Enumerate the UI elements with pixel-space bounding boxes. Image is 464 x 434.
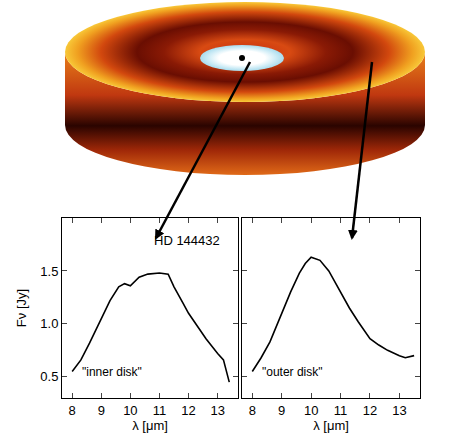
svg-text:Fν [Jy]: Fν [Jy] bbox=[14, 289, 29, 327]
svg-text:λ [μm]: λ [μm] bbox=[132, 418, 168, 433]
svg-text:8: 8 bbox=[249, 403, 256, 418]
svg-text:λ [μm]: λ [μm] bbox=[313, 418, 349, 433]
svg-text:10: 10 bbox=[304, 403, 318, 418]
svg-text:9: 9 bbox=[98, 403, 105, 418]
svg-text:1.5: 1.5 bbox=[40, 263, 58, 278]
svg-text:13: 13 bbox=[210, 403, 224, 418]
svg-text:13: 13 bbox=[392, 403, 406, 418]
svg-text:"inner disk": "inner disk" bbox=[82, 365, 142, 379]
svg-text:0.5: 0.5 bbox=[40, 369, 58, 384]
svg-text:11: 11 bbox=[334, 403, 348, 418]
svg-text:"outer disk": "outer disk" bbox=[262, 365, 323, 379]
svg-text:1.0: 1.0 bbox=[40, 316, 58, 331]
svg-text:12: 12 bbox=[181, 403, 195, 418]
svg-text:10: 10 bbox=[123, 403, 137, 418]
svg-text:11: 11 bbox=[153, 403, 167, 418]
svg-text:9: 9 bbox=[278, 403, 285, 418]
svg-text:8: 8 bbox=[69, 403, 76, 418]
svg-text:HD 144432: HD 144432 bbox=[154, 233, 220, 248]
svg-text:12: 12 bbox=[363, 403, 377, 418]
